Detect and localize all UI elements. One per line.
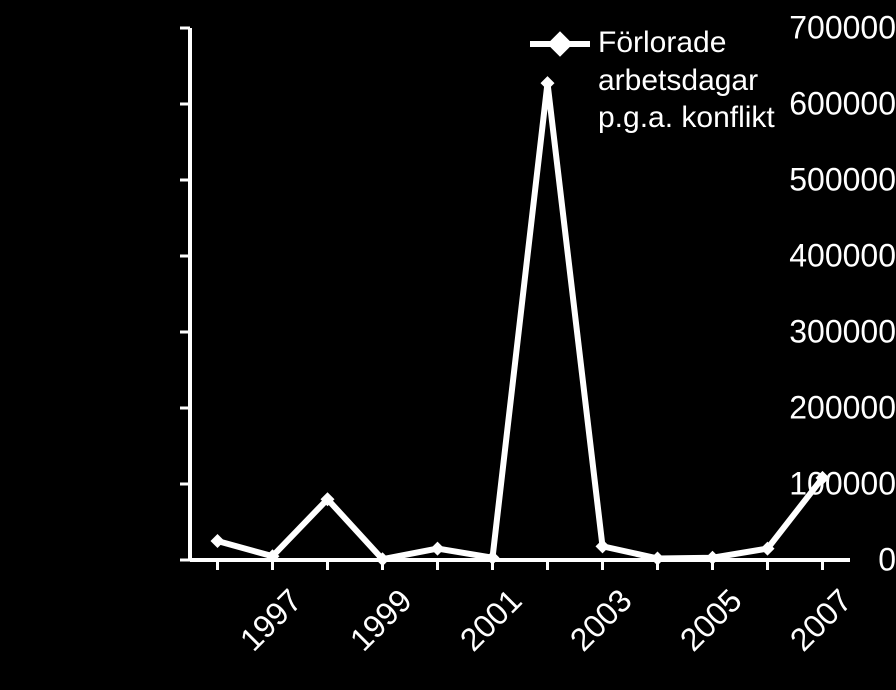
- y-tick-label: 100000: [724, 466, 896, 503]
- legend-marker: [530, 30, 590, 58]
- y-tick-label: 300000: [724, 314, 896, 351]
- data-marker: [596, 539, 610, 553]
- data-marker: [706, 551, 720, 565]
- data-marker: [651, 551, 665, 565]
- y-tick-label: 500000: [724, 162, 896, 199]
- data-marker: [486, 551, 500, 565]
- legend-label: Förlorade arbetsdagar p.g.a. konflikt: [598, 24, 775, 137]
- y-tick-label: 400000: [724, 238, 896, 275]
- diamond-icon: [547, 31, 572, 56]
- chart: 0100000200000300000400000500000600000700…: [0, 0, 896, 690]
- legend: Förlorade arbetsdagar p.g.a. konflikt: [530, 24, 775, 137]
- y-tick-label: 200000: [724, 390, 896, 427]
- data-marker: [211, 534, 225, 548]
- data-marker: [431, 542, 445, 556]
- y-tick-label: 0: [724, 542, 896, 579]
